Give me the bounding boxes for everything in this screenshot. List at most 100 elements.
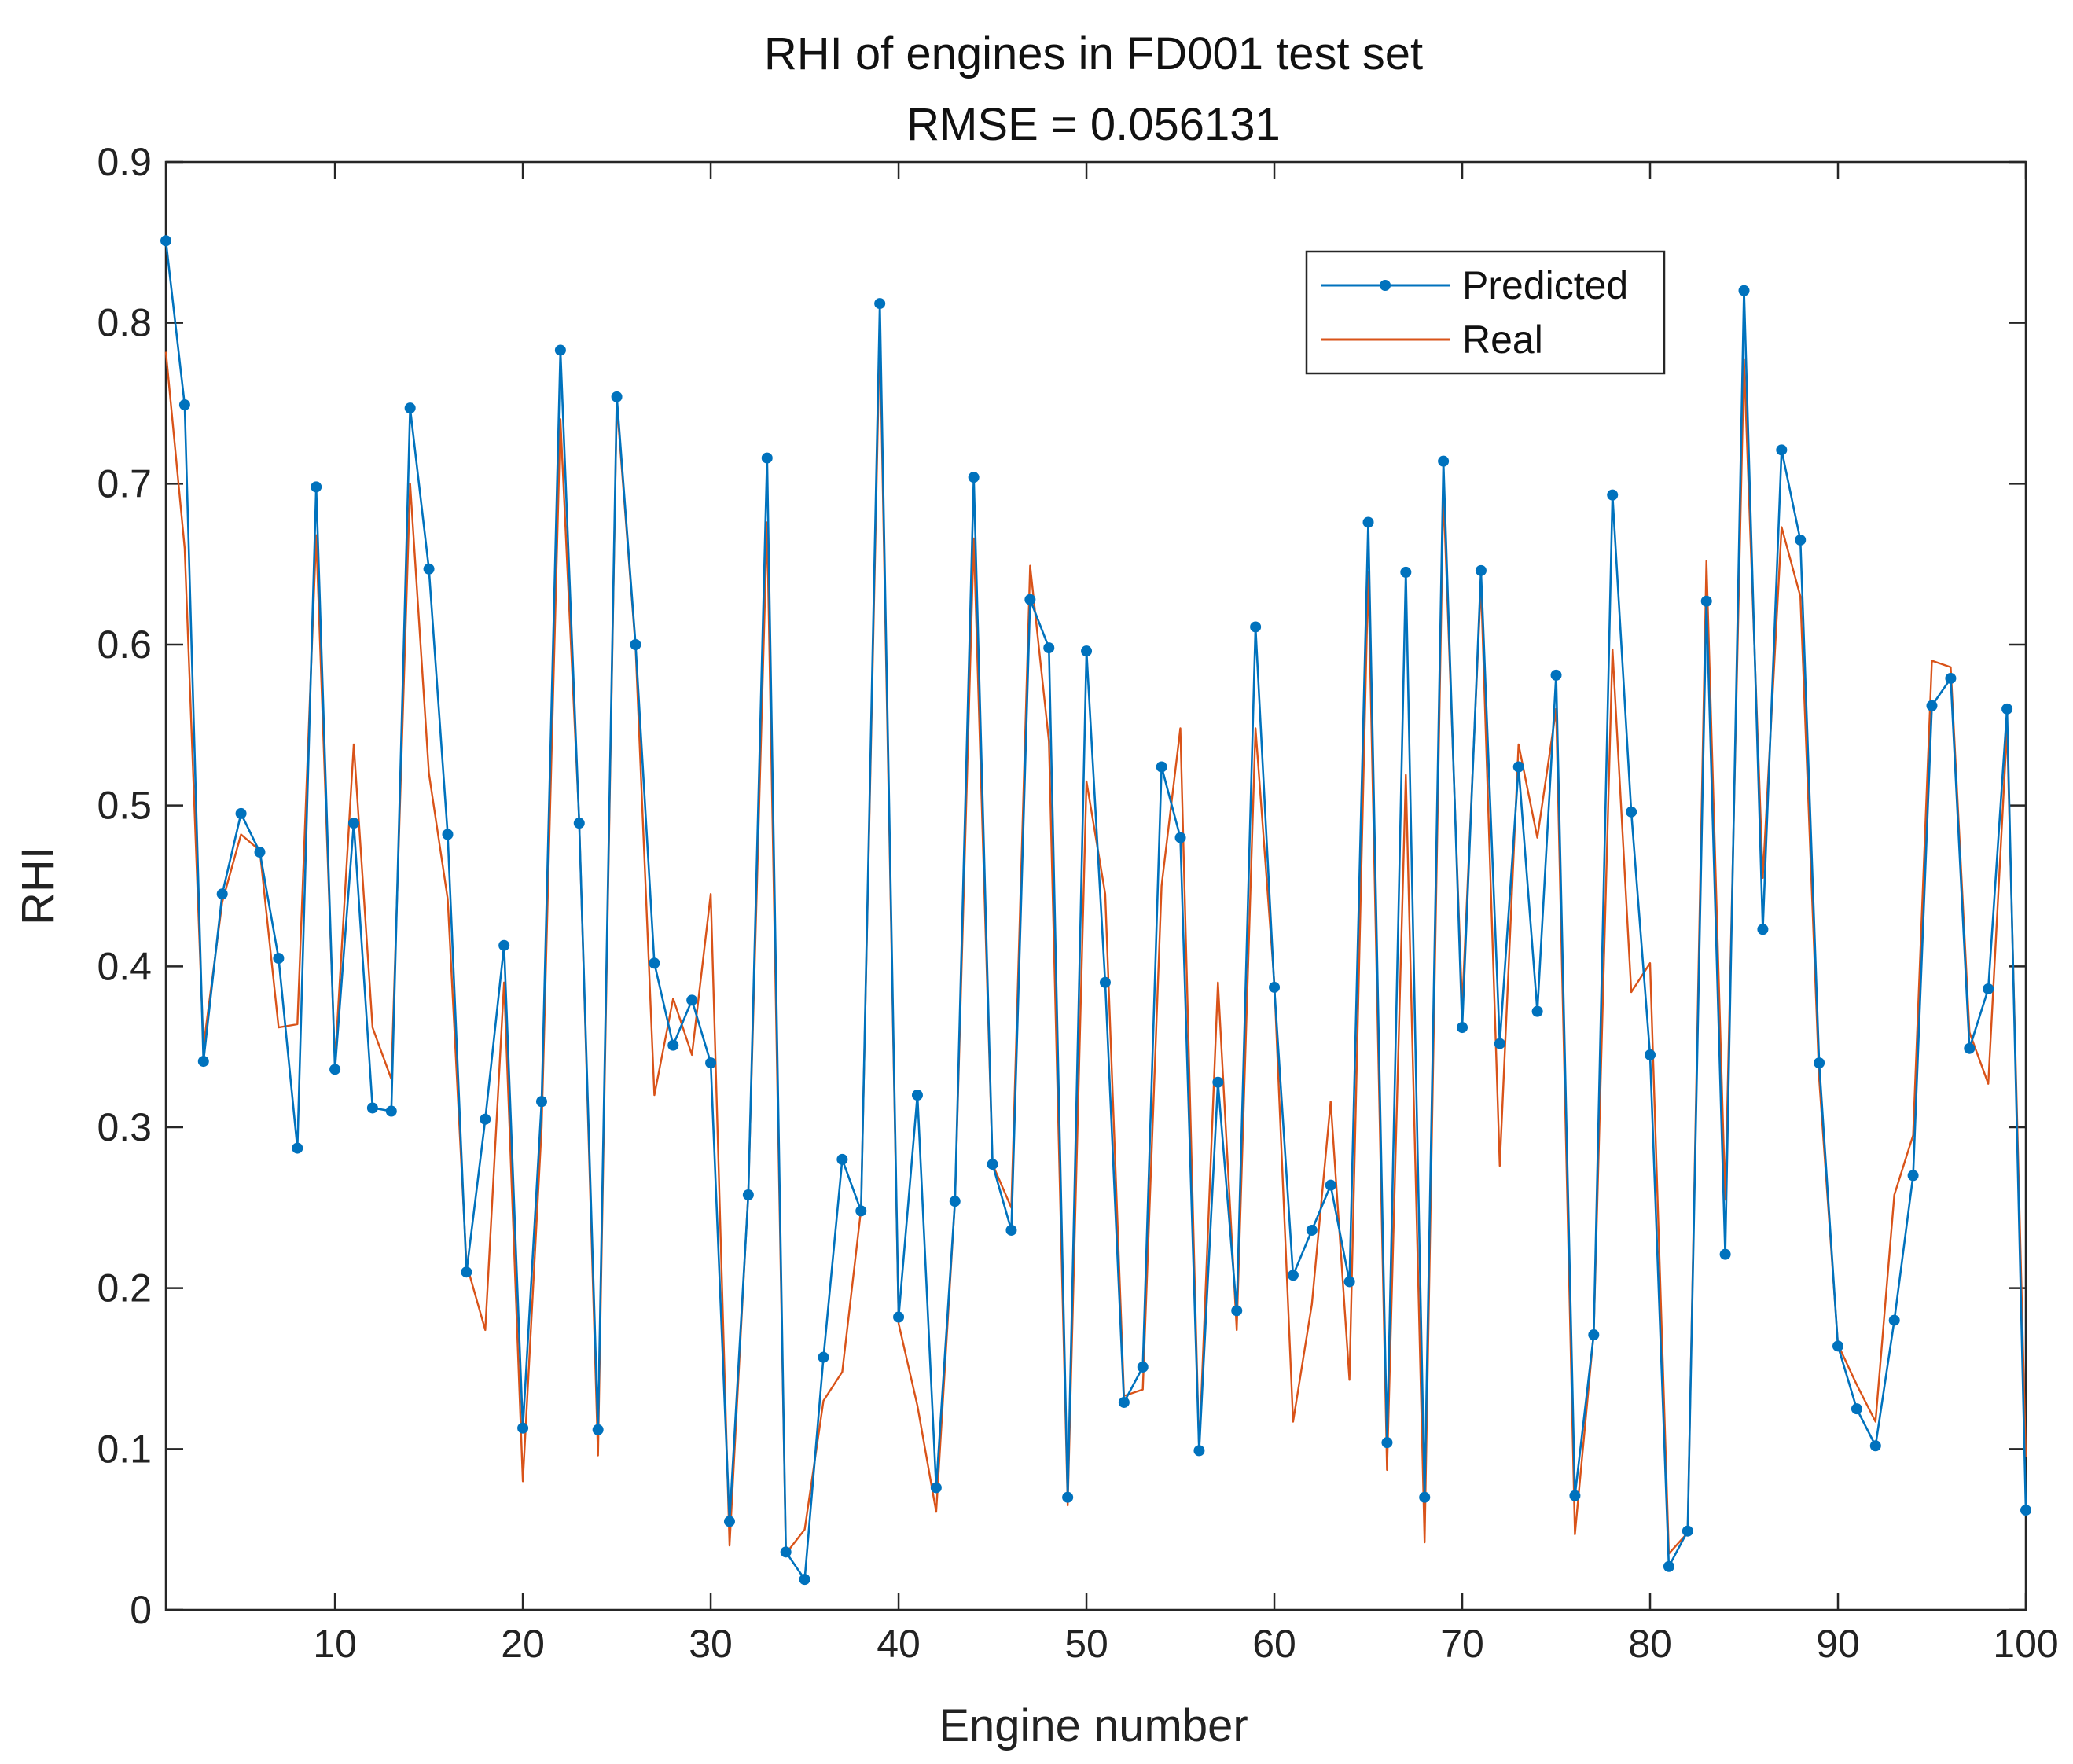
data-point-predicted [1607, 489, 1619, 501]
data-point-predicted [535, 1096, 547, 1108]
data-point-predicted [385, 1105, 397, 1117]
data-point-predicted [573, 818, 585, 829]
data-point-predicted [987, 1159, 998, 1170]
data-point-predicted [235, 807, 247, 819]
x-tick-label: 60 [1252, 1622, 1296, 1666]
data-point-predicted [1700, 595, 1712, 607]
data-point-predicted [347, 818, 359, 829]
data-point-predicted [554, 344, 566, 356]
y-tick-label: 0.4 [97, 944, 152, 988]
y-axis: 0 0.1 0.2 0.3 0.4 0.5 0.6 0.7 0.8 0.9 [97, 140, 2026, 1632]
data-point-predicted [1964, 1042, 1976, 1054]
data-point-predicted [1419, 1491, 1431, 1503]
data-point-predicted [1494, 1038, 1505, 1049]
data-point-predicted [686, 994, 698, 1006]
series-line-predicted [164, 241, 2027, 1581]
chart-subtitle: RMSE = 0.056131 [906, 99, 1281, 150]
y-tick-label: 0.6 [97, 623, 152, 667]
data-point-predicted [611, 391, 623, 402]
data-point-predicted [630, 639, 641, 650]
data-point-predicted [1099, 976, 1111, 988]
data-point-predicted [1983, 983, 1994, 994]
data-point-predicted [667, 1039, 679, 1051]
data-point-predicted [1250, 621, 1262, 633]
data-point-predicted [480, 1113, 491, 1125]
data-point-predicted [1795, 534, 1807, 546]
x-tick-label: 50 [1064, 1622, 1108, 1666]
x-tick-label: 30 [689, 1622, 733, 1666]
data-point-predicted [1081, 645, 1093, 657]
data-point-predicted [1663, 1560, 1674, 1572]
series-line-real [164, 329, 2027, 1555]
x-tick-label: 100 [1993, 1622, 2058, 1666]
data-point-predicted [1569, 1490, 1581, 1501]
data-point-predicted [930, 1482, 942, 1494]
data-point-predicted [1062, 1491, 1074, 1503]
legend-real-label: Real [1462, 318, 1543, 362]
y-tick-label: 0.2 [97, 1266, 152, 1310]
data-point-predicted [197, 1056, 209, 1068]
data-point-predicted [1381, 1437, 1393, 1449]
data-point-predicted [498, 939, 510, 951]
data-point-predicted [874, 298, 886, 310]
data-point-predicted [1682, 1525, 1693, 1537]
data-point-predicted [1174, 832, 1186, 843]
y-axis-label: RHI [13, 847, 64, 925]
data-point-predicted [1269, 981, 1281, 993]
data-point-predicted [1626, 806, 1637, 818]
data-point-predicted [1287, 1270, 1299, 1281]
y-tick-label: 0 [130, 1588, 152, 1632]
data-point-predicted [723, 1516, 735, 1527]
data-point-predicted [649, 957, 660, 969]
legend-box [1305, 250, 1666, 375]
data-point-predicted [1438, 455, 1450, 467]
data-point-predicted [1832, 1340, 1844, 1352]
data-point-predicted [1362, 516, 1374, 528]
data-point-predicted [1024, 594, 1036, 605]
data-point-predicted [1212, 1076, 1224, 1088]
data-point-predicted [1757, 924, 1769, 935]
data-point-predicted [1926, 700, 1938, 711]
data-point-predicted [1306, 1224, 1318, 1236]
data-point-predicted [761, 452, 773, 464]
data-point-predicted [1193, 1445, 1205, 1457]
legend: Predicted Real [1305, 250, 1666, 375]
data-point-predicted [1043, 642, 1055, 654]
x-tick-label: 40 [877, 1622, 921, 1666]
data-point-predicted [1588, 1329, 1600, 1341]
chart-title: RHI of engines in FD001 test set [764, 28, 1423, 79]
data-point-predicted [836, 1153, 848, 1165]
y-tick-label: 0.5 [97, 784, 152, 828]
x-tick-label: 80 [1628, 1622, 1672, 1666]
data-point-predicted [1231, 1305, 1243, 1317]
data-point-predicted [1719, 1248, 1731, 1260]
data-point-predicted [1888, 1314, 1900, 1326]
data-point-predicted [442, 829, 454, 840]
x-tick-label: 10 [313, 1622, 357, 1666]
y-tick-label: 0.3 [97, 1105, 152, 1149]
data-point-predicted [742, 1189, 754, 1200]
data-point-predicted [1325, 1179, 1336, 1191]
y-tick-label: 0.1 [97, 1427, 152, 1471]
data-point-predicted [1512, 761, 1524, 773]
series-layer [160, 235, 2031, 1586]
data-point-predicted [1475, 564, 1487, 576]
data-point-predicted [1869, 1440, 1881, 1452]
x-tick-label: 90 [1816, 1622, 1860, 1666]
data-point-predicted [1531, 1005, 1543, 1017]
data-point-predicted [517, 1422, 529, 1434]
data-point-predicted [799, 1574, 810, 1586]
data-point-predicted [216, 888, 228, 900]
data-point-predicted [423, 563, 435, 575]
data-point-predicted [273, 953, 285, 965]
x-axis: 10 20 30 40 50 60 70 80 90 100 [313, 162, 2059, 1666]
data-point-predicted [1400, 566, 1412, 578]
data-point-predicted [1343, 1276, 1355, 1288]
data-point-predicted [160, 235, 171, 247]
data-point-predicted [1851, 1403, 1862, 1415]
data-point-predicted [1645, 1049, 1656, 1060]
data-point-predicted [2020, 1505, 2031, 1516]
data-point-predicted [1814, 1057, 1825, 1069]
data-point-predicted [592, 1424, 604, 1435]
